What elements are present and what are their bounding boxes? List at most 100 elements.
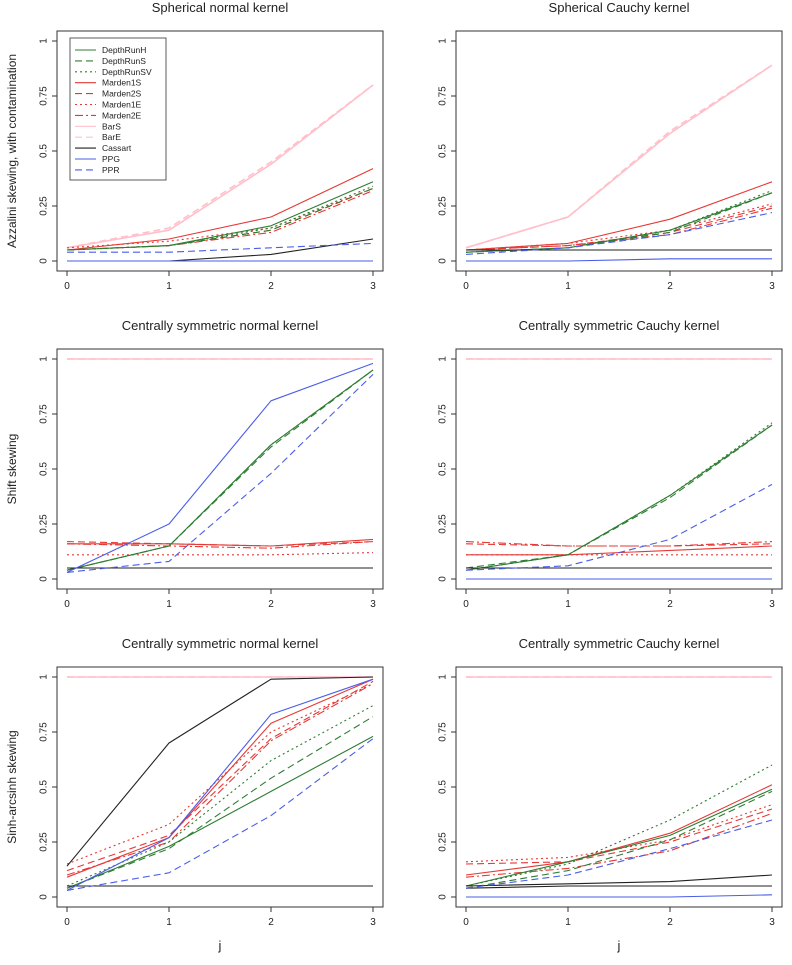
x-tick-label: 2 — [268, 917, 274, 928]
series-line-ppr — [67, 242, 374, 253]
series-line-bars — [66, 84, 374, 249]
x-tick-label: 1 — [565, 599, 571, 610]
y-tick-label: 0.25 — [438, 196, 449, 216]
panel-title: Centrally symmetric normal kernel — [122, 636, 319, 651]
x-tick-label: 1 — [565, 917, 571, 928]
y-tick-label: 0.25 — [438, 832, 449, 852]
series-line-depthruns — [465, 790, 773, 889]
x-tick-label: 0 — [463, 599, 469, 610]
series-line-ppg — [466, 894, 773, 898]
panel-title: Centrally symmetric normal kernel — [122, 318, 319, 333]
legend-label: PPR — [102, 165, 119, 175]
x-tick-label: 2 — [667, 917, 673, 928]
plot-frame — [56, 348, 384, 590]
series-line-marden2s — [465, 543, 773, 547]
plot-frame — [455, 30, 783, 272]
series-line-depthrunsv — [465, 764, 773, 887]
y-tick-label: 0.75 — [438, 722, 449, 742]
series-line-marden2e — [465, 812, 773, 878]
y-tick-label: 0 — [438, 258, 449, 264]
series-line-depthrunh — [465, 788, 773, 887]
y-tick-label: 0 — [39, 576, 50, 582]
legend-label: Marden1S — [102, 78, 142, 88]
series-line-marden2e — [66, 683, 374, 876]
legend-label: DepthRunSV — [102, 67, 152, 77]
series-line-marden2s — [465, 205, 773, 251]
series-line-depthrunsv — [66, 185, 374, 251]
x-axis-label: j — [218, 938, 222, 953]
x-tick-label: 1 — [565, 281, 571, 292]
series-line-cassart — [66, 676, 374, 867]
series-line-marden1e — [465, 804, 773, 863]
y-tick-label: 0.5 — [438, 462, 449, 476]
x-tick-label: 0 — [64, 599, 70, 610]
y-tick-label: 1 — [438, 674, 449, 680]
x-tick-label: 2 — [667, 281, 673, 292]
series-line-ppr — [465, 483, 773, 571]
series-line-marden2s — [66, 541, 374, 547]
x-axis-label: j — [617, 938, 621, 953]
y-tick-label: 0.5 — [39, 462, 50, 476]
series-line-marden1s — [67, 538, 374, 547]
y-tick-label: 0 — [438, 576, 449, 582]
legend-label: DepthRunS — [102, 56, 146, 66]
series-line-ppg — [66, 362, 374, 573]
panel-title: Spherical normal kernel — [152, 0, 289, 15]
series-line-cassart — [67, 238, 374, 262]
panel-1: Spherical normal kernel 0 0.25 0.5 0.75 1 0 1 2 3… — [5, 0, 384, 292]
y-tick-label: 0.75 — [438, 86, 449, 106]
x-tick-label: 1 — [166, 599, 172, 610]
series-line-depthruns — [465, 424, 773, 569]
y-tick-label: 0.25 — [39, 196, 50, 216]
series-line-marden2e — [465, 541, 773, 547]
series-line-ppg — [66, 678, 374, 891]
y-tick-label: 0 — [39, 258, 50, 264]
y-tick-label: 0 — [39, 894, 50, 900]
x-tick-label: 3 — [370, 599, 376, 610]
series-line-marden2e — [465, 207, 773, 251]
series-line-depthrunsv — [465, 422, 773, 571]
x-tick-label: 0 — [463, 917, 469, 928]
series-line-marden2s — [66, 680, 374, 872]
y-axis-label: Sinh-arcsinh skewing — [5, 730, 19, 843]
x-tick-label: 1 — [166, 917, 172, 928]
y-tick-label: 0.25 — [438, 514, 449, 534]
panel-2: Spherical Cauchy kernel 0 0.25 0.5 0.75 1 0 1 2 3 — [438, 0, 783, 292]
series-line-depthrunsv — [66, 369, 374, 571]
y-tick-label: 0.25 — [39, 514, 50, 534]
series-line-marden1e — [66, 187, 374, 249]
y-tick-label: 0.5 — [438, 780, 449, 794]
legend-label: DepthRunH — [102, 45, 146, 55]
series-line-depthrunh — [66, 369, 374, 571]
series-line-bare — [66, 84, 374, 249]
panel-3: Centrally symmetric normal kernel 0 0.25 0.… — [5, 318, 384, 610]
x-tick-label: 2 — [268, 599, 274, 610]
panel-title: Centrally symmetric Cauchy kernel — [519, 636, 720, 651]
y-tick-label: 0.75 — [438, 404, 449, 424]
series-line-marden1e — [67, 552, 374, 556]
y-tick-label: 0 — [438, 894, 449, 900]
x-tick-label: 3 — [370, 281, 376, 292]
x-tick-label: 0 — [64, 917, 70, 928]
legend-box — [69, 37, 167, 181]
legend-label: BarS — [102, 121, 121, 131]
x-tick-label: 3 — [769, 917, 775, 928]
series-line-ppr — [465, 212, 773, 255]
legend-label: Marden2S — [102, 89, 142, 99]
series-line-cassart — [465, 885, 772, 889]
y-tick-label: 1 — [39, 674, 50, 680]
y-tick-label: 1 — [438, 356, 449, 362]
panel-4: Centrally symmetric Cauchy kernel 0 0.25 0.… — [438, 318, 783, 610]
series-line-ppr — [66, 374, 374, 573]
x-tick-label: 2 — [268, 281, 274, 292]
x-tick-label: 0 — [463, 281, 469, 292]
y-tick-label: 1 — [438, 38, 449, 44]
panel-title: Spherical Cauchy kernel — [549, 0, 690, 15]
series-line-depthruns — [66, 369, 374, 571]
series-line-bars — [465, 64, 773, 249]
y-tick-label: 0.25 — [39, 832, 50, 852]
y-tick-label: 1 — [39, 356, 50, 362]
x-tick-label: 0 — [64, 281, 70, 292]
legend-label: Marden2E — [102, 110, 142, 120]
